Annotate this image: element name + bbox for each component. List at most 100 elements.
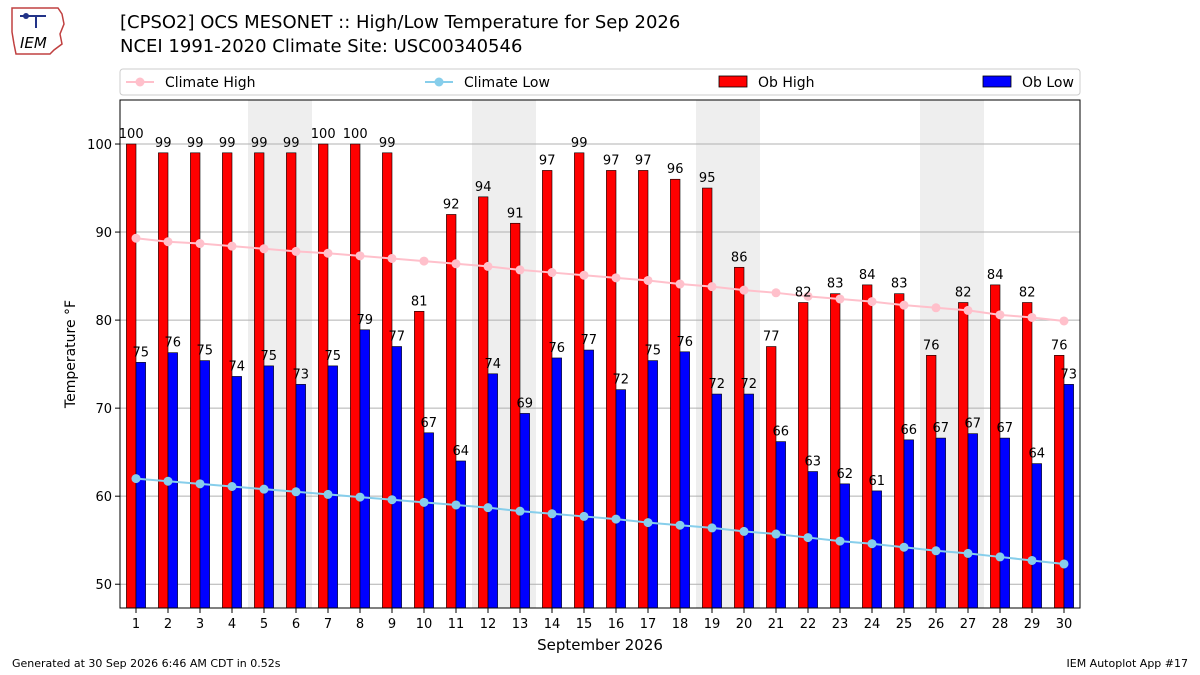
ob-high-value-label: 99 — [187, 136, 204, 151]
climate-high-point — [1027, 312, 1037, 322]
climate-low-point — [483, 503, 493, 513]
ob-low-bar — [583, 349, 594, 609]
climate-low-point — [227, 482, 237, 492]
climate-high-point — [867, 297, 877, 307]
x-tick-label: 25 — [896, 617, 913, 632]
climate-high-point — [739, 285, 749, 295]
x-tick-label: 15 — [576, 617, 593, 632]
ob-high-value-label: 100 — [311, 127, 336, 142]
climate-high-point — [483, 261, 493, 271]
legend-climate-high-label: Climate High — [165, 75, 256, 91]
x-tick-label: 27 — [960, 617, 977, 632]
ob-low-value-label: 64 — [1029, 447, 1046, 462]
x-tick-label: 6 — [292, 617, 300, 632]
logo-text: IEM — [20, 34, 47, 52]
ob-low-bar — [455, 460, 466, 609]
ob-high-bar — [542, 170, 553, 609]
ob-high-bar — [606, 170, 617, 609]
ob-high-value-label: 97 — [635, 153, 652, 168]
legend-ob-low-label: Ob Low — [1022, 75, 1074, 91]
climate-high-point — [707, 282, 717, 292]
ob-low-bar — [359, 329, 370, 609]
ob-high-bar — [734, 266, 745, 609]
legend-climate-high-marker — [135, 77, 145, 87]
ob-low-bar — [551, 357, 562, 609]
climate-high-point — [643, 275, 653, 285]
x-tick-label: 22 — [800, 617, 817, 632]
ob-low-value-label: 76 — [549, 341, 566, 356]
climate-high-point — [227, 241, 237, 251]
ob-low-value-label: 72 — [741, 377, 758, 392]
ob-low-bar — [999, 437, 1010, 609]
ob-low-bar — [231, 376, 242, 609]
climate-high-point — [323, 248, 333, 258]
ob-high-value-label: 76 — [923, 338, 940, 353]
climate-high-point — [803, 291, 813, 301]
climate-high-point — [131, 233, 141, 243]
generated-timestamp: Generated at 30 Sep 2026 6:46 AM CDT in … — [12, 657, 281, 670]
ob-low-value-label: 75 — [133, 345, 150, 360]
climate-low-point — [675, 520, 685, 530]
x-tick-label: 11 — [448, 617, 465, 632]
grid-lines — [120, 143, 1080, 585]
x-tick-label: 1 — [132, 617, 140, 632]
ob-high-bar — [254, 152, 265, 609]
x-tick-label: 17 — [640, 617, 657, 632]
climate-low-point — [643, 518, 653, 528]
y-tick-label: 50 — [95, 578, 112, 593]
climate-low-point — [195, 479, 205, 489]
climate-low-point — [867, 539, 877, 549]
climate-high-point — [995, 310, 1005, 320]
climate-low-point — [899, 542, 909, 552]
climate-low-point — [387, 495, 397, 505]
climate-high-point — [291, 246, 301, 256]
ob-high-bar — [382, 152, 393, 609]
ob-low-bar — [487, 373, 498, 609]
ob-low-value-label: 69 — [517, 396, 534, 411]
climate-high-point — [899, 300, 909, 310]
ob-high-value-label: 77 — [763, 330, 780, 345]
climate-high-point — [931, 303, 941, 313]
ob-low-bar — [423, 432, 434, 609]
y-axis-label: Temperature °F — [63, 300, 79, 409]
x-tick-label: 5 — [260, 617, 268, 632]
legend-climate-low-label: Climate Low — [464, 75, 550, 91]
y-tick-label: 90 — [95, 226, 112, 241]
ob-high-bar — [766, 346, 777, 609]
ob-low-bar — [935, 437, 946, 609]
ob-high-value-label: 99 — [219, 136, 236, 151]
ob-high-value-label: 100 — [343, 127, 368, 142]
climate-low-point — [259, 484, 269, 494]
ob-low-bar — [1031, 463, 1042, 609]
climate-low-point — [515, 506, 525, 516]
ob-high-value-label: 82 — [795, 285, 812, 300]
ob-low-value-label: 67 — [421, 416, 438, 431]
bar-series — [126, 143, 1074, 609]
ob-high-value-label: 94 — [475, 180, 492, 195]
x-tick-label: 9 — [388, 617, 396, 632]
ob-low-value-label: 63 — [805, 455, 822, 470]
ob-high-value-label: 97 — [603, 153, 620, 168]
ob-high-bar — [926, 355, 937, 609]
climate-low-point — [771, 529, 781, 539]
ob-high-bar — [414, 310, 425, 609]
ob-high-bar — [446, 214, 457, 609]
ob-high-bar — [862, 284, 873, 609]
climate-high-point — [515, 265, 525, 275]
x-tick-label: 26 — [928, 617, 945, 632]
ob-high-value-label: 83 — [891, 277, 908, 292]
ob-high-bar — [350, 143, 361, 609]
legend-box — [119, 68, 1081, 96]
ob-low-bar — [743, 393, 754, 609]
legend-ob-low-swatch — [982, 75, 1012, 88]
legend: Climate High Climate Low Ob High Ob Low — [119, 68, 1081, 96]
climate-high-point — [579, 270, 589, 280]
legend-ob-high-swatch — [718, 75, 748, 88]
ob-high-value-label: 97 — [539, 153, 556, 168]
ob-high-value-label: 95 — [699, 171, 716, 186]
climate-low-point — [739, 526, 749, 536]
climate-high-point — [419, 256, 429, 266]
x-tick-label: 18 — [672, 617, 689, 632]
climate-high-point — [675, 279, 685, 289]
